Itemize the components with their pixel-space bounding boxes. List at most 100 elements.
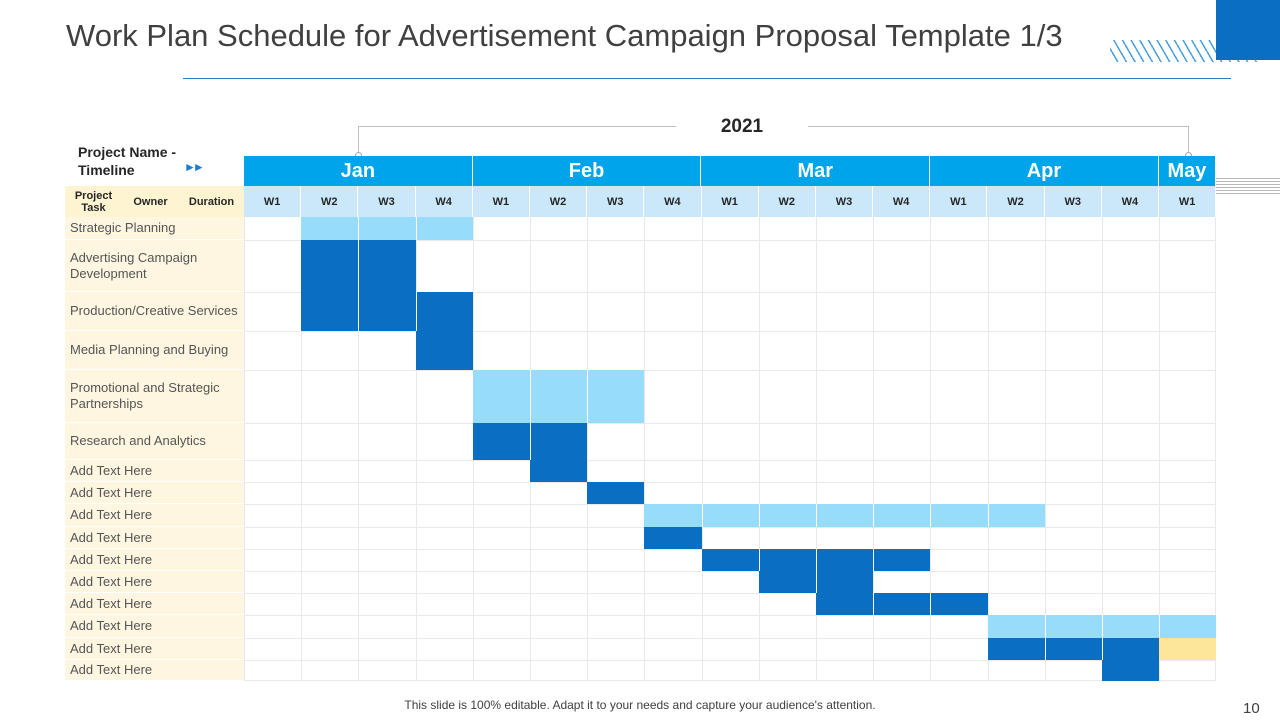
gantt-bar-dark bbox=[644, 527, 702, 549]
grid-line-horizontal bbox=[244, 482, 1216, 483]
grid-line-vertical bbox=[301, 217, 303, 680]
month-jan: Jan bbox=[244, 156, 473, 186]
gantt-row bbox=[244, 593, 1216, 615]
gantt-row bbox=[244, 615, 1217, 638]
week-header: W3 bbox=[1044, 186, 1102, 217]
slide-title: Work Plan Schedule for Advertisement Cam… bbox=[66, 18, 1063, 53]
grid-line-horizontal bbox=[244, 240, 1216, 241]
task-label: Add Text Here bbox=[65, 504, 244, 527]
gantt-grid bbox=[244, 217, 1217, 681]
week-header: W4 bbox=[415, 186, 473, 217]
bar-cell-separator bbox=[1101, 615, 1103, 638]
task-label: Research and Analytics bbox=[65, 423, 244, 460]
gantt-bar-light bbox=[472, 370, 645, 423]
bar-cell-separator bbox=[930, 504, 932, 527]
double-arrow-icon: ►► bbox=[184, 160, 205, 174]
grid-line-horizontal bbox=[244, 593, 1216, 594]
week-header: W1 bbox=[472, 186, 530, 217]
table-header-row: Project Task Owner Duration W1 W2 W3 W4 W1 W2… bbox=[65, 186, 1217, 217]
grid-line-vertical bbox=[930, 217, 932, 680]
grid-line-horizontal bbox=[244, 680, 1216, 681]
gantt-bar-yellow bbox=[1159, 638, 1217, 660]
grid-line-horizontal bbox=[244, 615, 1216, 616]
bar-cell-separator bbox=[415, 292, 417, 331]
task-label: Production/Creative Services bbox=[65, 292, 244, 331]
grid-line-vertical bbox=[987, 217, 989, 680]
bar-cell-separator bbox=[873, 593, 875, 615]
project-name-line: Project Name - bbox=[78, 144, 177, 160]
gantt-bar-dark bbox=[530, 460, 588, 482]
bar-cell-separator bbox=[987, 504, 989, 527]
week-header: W2 bbox=[301, 186, 359, 217]
bar-cell-separator bbox=[873, 549, 875, 571]
grid-line-vertical bbox=[358, 217, 360, 680]
week-header: W4 bbox=[644, 186, 702, 217]
gantt-bar-dark bbox=[301, 240, 416, 292]
gantt-bar-dark bbox=[758, 571, 874, 593]
week-header: W2 bbox=[758, 186, 816, 217]
task-label: Advertising Campaign Development bbox=[65, 240, 244, 292]
footer-note: This slide is 100% editable. Adapt it to… bbox=[404, 698, 876, 712]
bar-cell-separator bbox=[358, 217, 360, 240]
gantt-row bbox=[244, 331, 1216, 370]
task-label: Add Text Here bbox=[65, 593, 244, 615]
gantt-bar-dark bbox=[816, 593, 988, 615]
grid-line-horizontal bbox=[244, 527, 1216, 528]
bar-cell-separator bbox=[758, 504, 760, 527]
title-underline bbox=[183, 78, 1231, 79]
week-header: W2 bbox=[529, 186, 588, 217]
bar-cell-separator bbox=[1044, 638, 1046, 660]
project-name-line: Timeline bbox=[78, 162, 135, 178]
month-may: May bbox=[1158, 156, 1216, 186]
duration-header: Duration bbox=[179, 186, 244, 217]
bar-cell-separator bbox=[758, 549, 760, 571]
gantt-bar-dark bbox=[987, 638, 1160, 660]
grid-line-vertical bbox=[816, 217, 817, 680]
week-header: W4 bbox=[873, 186, 931, 217]
month-feb: Feb bbox=[472, 156, 702, 186]
gantt-row bbox=[244, 527, 1216, 549]
grid-line-vertical bbox=[1215, 217, 1216, 680]
task-label: Add Text Here bbox=[65, 549, 244, 571]
side-line-decoration bbox=[1216, 178, 1280, 195]
gantt-bar-dark bbox=[301, 292, 473, 331]
bar-cell-separator bbox=[930, 593, 932, 615]
bar-cell-separator bbox=[1101, 638, 1103, 660]
task-label: Strategic Planning bbox=[65, 217, 244, 240]
bar-cell-separator bbox=[358, 240, 360, 292]
bar-cell-separator bbox=[415, 217, 417, 240]
task-label: Add Text Here bbox=[65, 571, 244, 593]
project-name-text: Project Name - Timeline bbox=[78, 143, 176, 179]
grid-line-vertical bbox=[701, 217, 703, 680]
grid-line-horizontal bbox=[244, 331, 1216, 332]
week-header: W3 bbox=[358, 186, 416, 217]
gantt-bar-dark bbox=[472, 423, 588, 460]
month-apr: Apr bbox=[930, 156, 1159, 186]
task-label: Add Text Here bbox=[65, 482, 244, 504]
grid-line-horizontal bbox=[244, 660, 1216, 661]
gantt-row bbox=[244, 504, 1216, 527]
gantt-row bbox=[244, 423, 1216, 460]
bar-cell-separator bbox=[358, 292, 360, 331]
gantt-bar-light bbox=[301, 217, 473, 240]
task-label: Media Planning and Buying bbox=[65, 331, 244, 370]
task-label: Add Text Here bbox=[65, 460, 244, 482]
grid-line-vertical bbox=[758, 217, 760, 680]
grid-line-vertical bbox=[1044, 217, 1046, 680]
bar-cell-separator bbox=[873, 504, 875, 527]
bar-cell-separator bbox=[1159, 615, 1161, 638]
bar-cell-separator bbox=[529, 423, 531, 460]
week-header: W4 bbox=[1101, 186, 1159, 217]
gantt-row bbox=[244, 460, 1216, 482]
gantt-bar-dark bbox=[701, 549, 931, 571]
task-label: Add Text Here bbox=[65, 660, 244, 681]
bar-cell-separator bbox=[815, 571, 817, 593]
gantt-row bbox=[244, 549, 1216, 571]
grid-line-horizontal bbox=[244, 571, 1216, 572]
task-column: Strategic Planning Advertising Campaign D… bbox=[65, 217, 244, 681]
grid-line-vertical bbox=[415, 217, 417, 680]
grid-line-horizontal bbox=[244, 638, 1216, 639]
gantt-bar-light bbox=[644, 504, 1045, 527]
month-mar: Mar bbox=[701, 156, 931, 186]
bar-cell-separator bbox=[587, 370, 589, 423]
